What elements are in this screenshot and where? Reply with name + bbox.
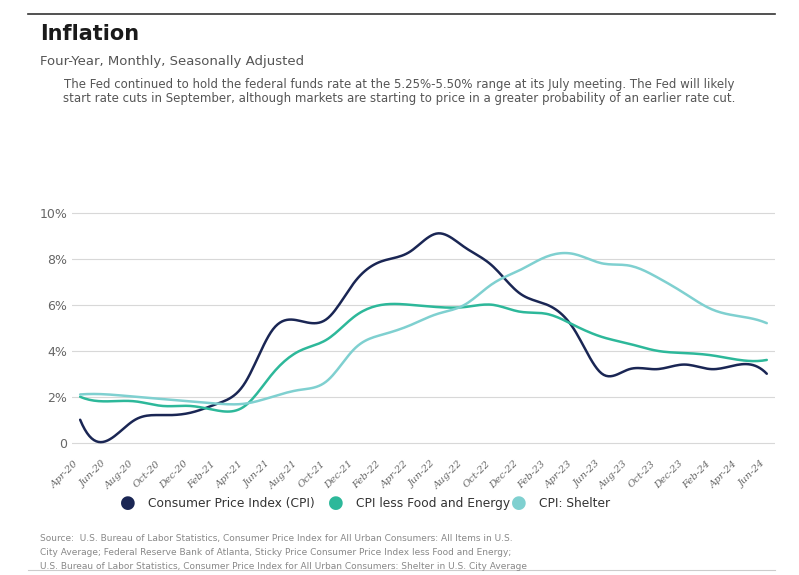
Text: start rate cuts in September, although markets are starting to price in a greate: start rate cuts in September, although m… xyxy=(63,92,736,105)
Text: City Average; Federal Reserve Bank of Atlanta, Sticky Price Consumer Price Index: City Average; Federal Reserve Bank of At… xyxy=(40,548,511,557)
Text: CPI: Shelter: CPI: Shelter xyxy=(539,497,610,509)
Text: Four-Year, Monthly, Seasonally Adjusted: Four-Year, Monthly, Seasonally Adjusted xyxy=(40,55,304,68)
Text: The Fed continued to hold the federal funds rate at the 5.25%-5.50% range at its: The Fed continued to hold the federal fu… xyxy=(64,78,735,91)
Text: ●: ● xyxy=(120,494,136,512)
Text: ●: ● xyxy=(511,494,527,512)
Text: Inflation: Inflation xyxy=(40,24,139,44)
Text: Source:  U.S. Bureau of Labor Statistics, Consumer Price Index for All Urban Con: Source: U.S. Bureau of Labor Statistics,… xyxy=(40,534,513,543)
Text: Consumer Price Index (CPI): Consumer Price Index (CPI) xyxy=(148,497,315,509)
Text: U.S. Bureau of Labor Statistics, Consumer Price Index for All Urban Consumers: S: U.S. Bureau of Labor Statistics, Consume… xyxy=(40,562,527,572)
Text: ●: ● xyxy=(328,494,344,512)
Text: CPI less Food and Energy: CPI less Food and Energy xyxy=(356,497,510,509)
